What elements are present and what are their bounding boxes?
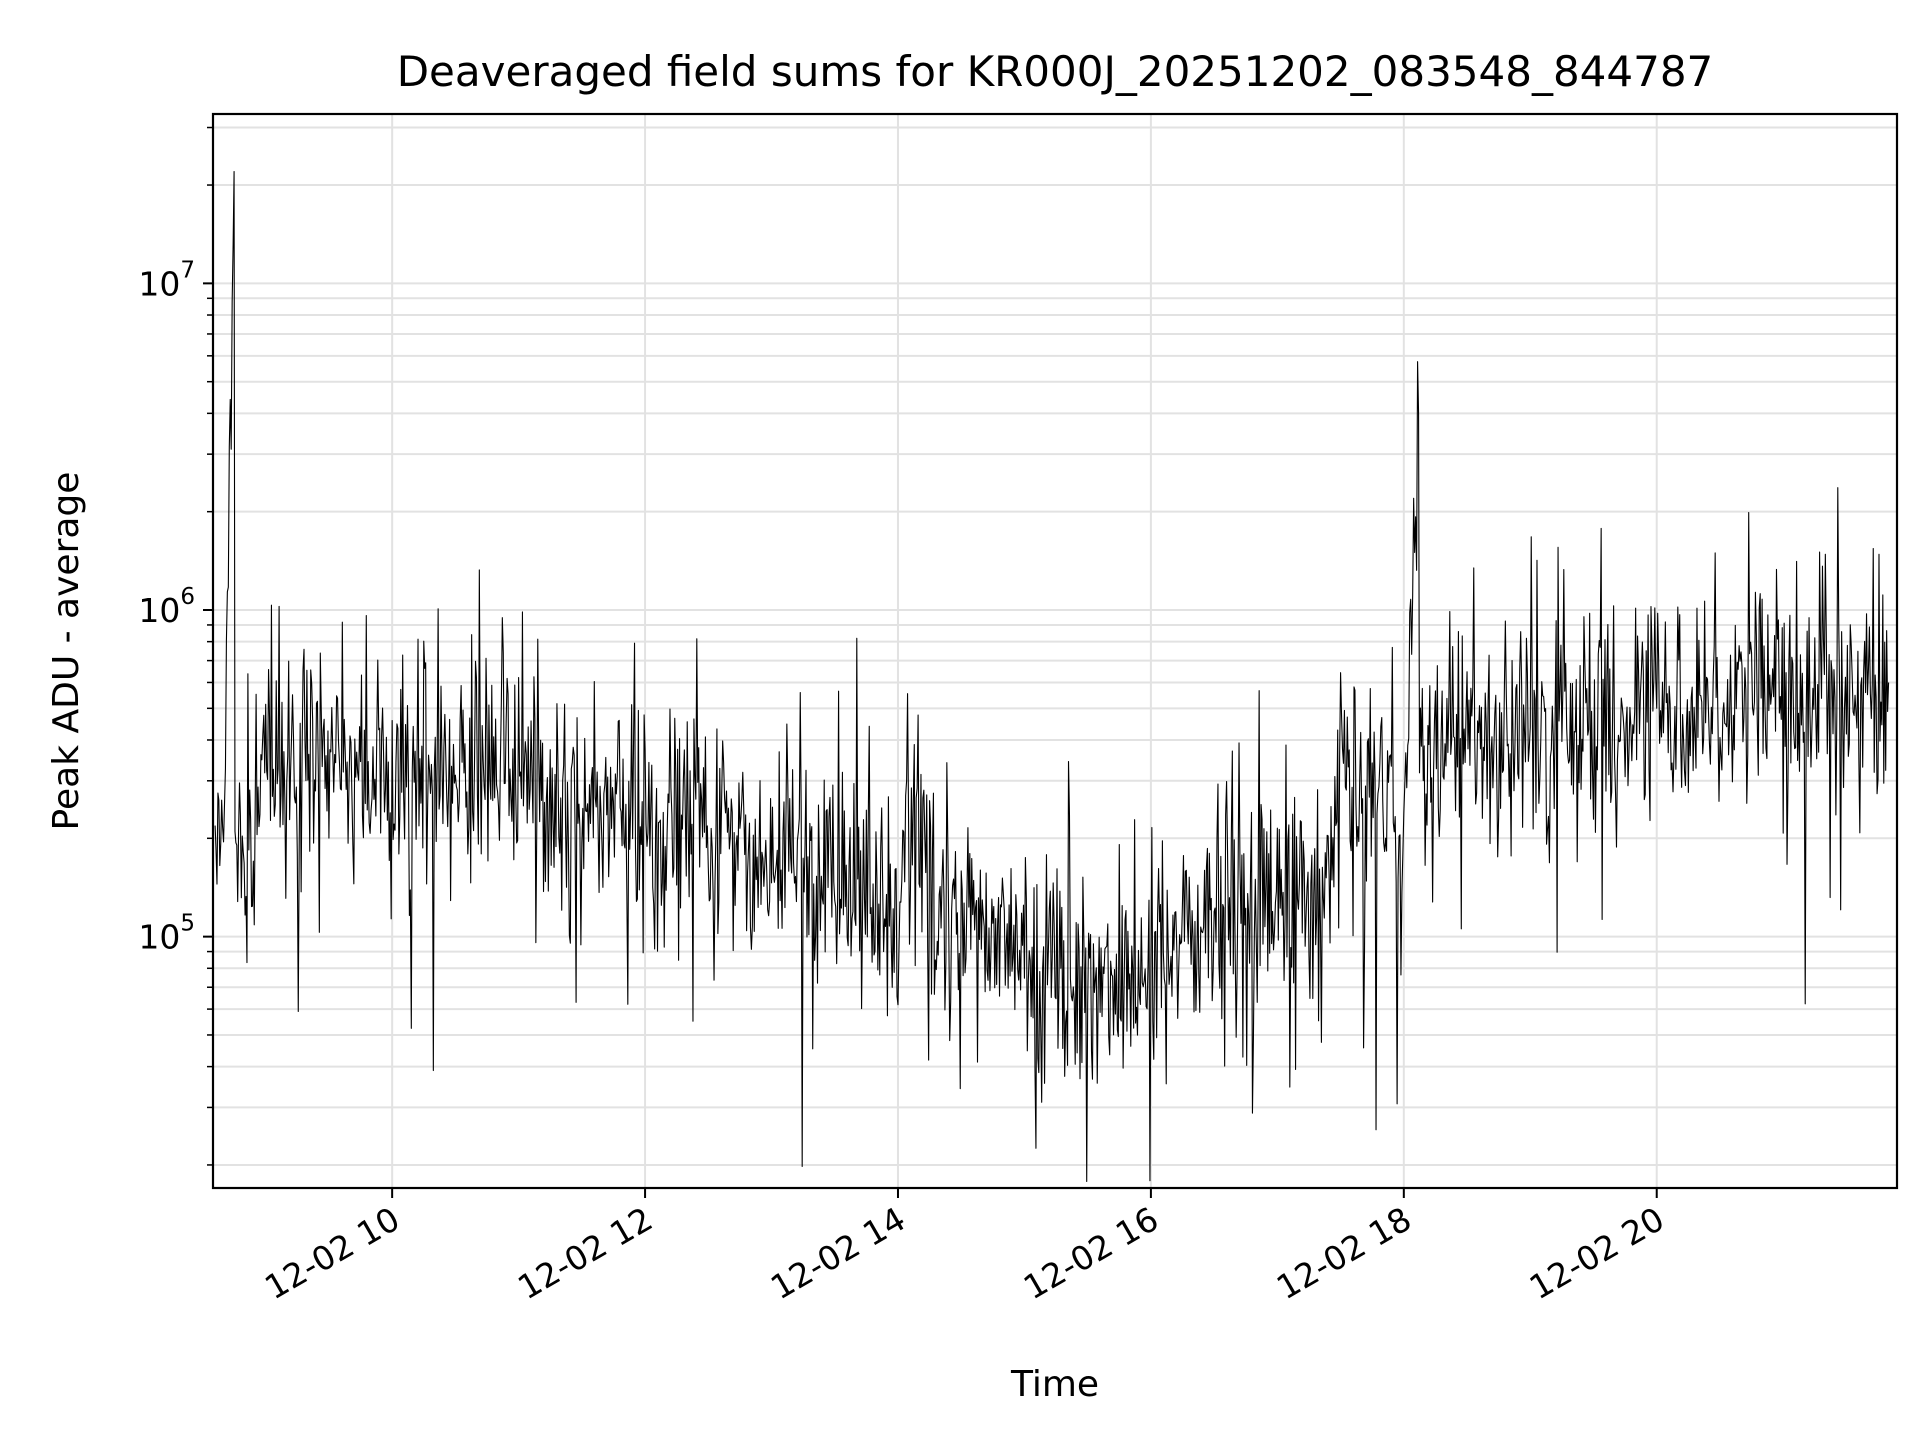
series-line (214, 170, 1890, 1183)
series-data-point (1867, 694, 1869, 696)
series-data-point (486, 766, 488, 768)
series-data-point (1846, 708, 1848, 710)
series-data-point (214, 806, 216, 808)
y-tick-label-exponent: 7 (180, 257, 195, 283)
series-data-point (1340, 758, 1342, 760)
series-data-point (771, 869, 773, 871)
series-data-point (1782, 694, 1784, 696)
series-data-point (1688, 702, 1690, 704)
series-data-point (240, 852, 242, 854)
series-data-point (1150, 967, 1152, 969)
series-data-point (1182, 936, 1184, 938)
series-data-point (897, 910, 899, 912)
series-data-point (1118, 986, 1120, 988)
series-data-point (1435, 739, 1437, 741)
series-data-point (644, 818, 646, 820)
series-data-point (254, 824, 256, 826)
plot-frame (211, 112, 1899, 1190)
series-data-point (265, 739, 267, 741)
series-data-point (834, 888, 836, 890)
grid (213, 114, 1897, 1188)
series-data-point (1498, 739, 1500, 741)
series-data-point (1024, 951, 1026, 953)
series-data-point (1719, 694, 1721, 696)
y-tick-label-exponent: 5 (180, 911, 195, 937)
series-data-point (518, 758, 520, 760)
series-data-point (1213, 922, 1215, 924)
y-tick-label-base: 10 (138, 591, 180, 630)
series-data-point (1308, 888, 1310, 890)
series-data-point (1888, 682, 1890, 684)
y-tick-label-base: 10 (138, 918, 180, 957)
series-data-point (1329, 878, 1331, 880)
y-axis-label: Peak ADU - average (46, 472, 87, 831)
plot-area (214, 170, 1890, 1183)
series-data-point (248, 878, 250, 880)
series-data-point (423, 775, 425, 777)
series-data-point (370, 775, 372, 777)
series-data-point (802, 878, 804, 880)
series-data-point (286, 780, 288, 782)
series-data-point (676, 824, 678, 826)
series-data-point (992, 936, 994, 938)
series-data-point (223, 838, 225, 840)
series-data-point (549, 790, 551, 792)
series-data-point (1245, 910, 1247, 912)
series-data-point (1055, 967, 1057, 969)
series-data-point (1087, 977, 1089, 979)
series-data-point (455, 771, 457, 773)
y-tick-label: 107 (138, 257, 195, 303)
series-data-point (739, 852, 741, 854)
series-data-point (307, 771, 309, 773)
series-data-point (349, 766, 351, 768)
series-data-point (1624, 713, 1626, 715)
series-data-point (1403, 838, 1405, 840)
series-data-point (581, 806, 583, 808)
series-data-point (929, 878, 931, 880)
series-data-point (275, 758, 277, 760)
series-data-point (328, 758, 330, 760)
series-data-point (1561, 726, 1563, 728)
y-tick-label: 105 (138, 911, 195, 957)
y-tick-label: 106 (138, 584, 195, 630)
series-data-point (960, 922, 962, 924)
series-data-point (613, 812, 615, 814)
series-data-point (908, 806, 910, 808)
y-tick-label-base: 10 (138, 264, 180, 303)
series-data-point (1751, 691, 1753, 693)
series-data-point (1371, 806, 1373, 808)
series-data-point (1277, 899, 1279, 901)
chart-title: Deaveraged field sums for KR000J_2025120… (397, 47, 1714, 96)
series-data-point (1466, 746, 1468, 748)
series-data-point (866, 899, 868, 901)
series-data-point (391, 780, 393, 782)
series-data-point (1593, 722, 1595, 724)
y-tick-label-exponent: 6 (180, 584, 195, 610)
x-axis-label: Time (1010, 1364, 1099, 1405)
series-data-point (233, 171, 235, 173)
series-data-point (1656, 708, 1658, 710)
series-data-point (1418, 413, 1420, 415)
series-data-point (1814, 702, 1816, 704)
series-data-point (1529, 732, 1531, 734)
series-data-point (707, 831, 709, 833)
